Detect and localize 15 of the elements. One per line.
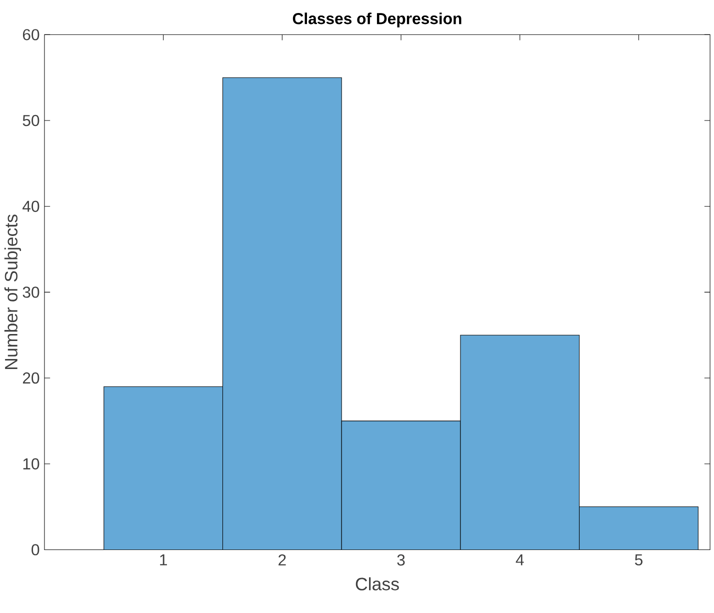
x-tick-label: 2 <box>278 554 286 566</box>
y-tick-label: 20 <box>22 372 40 384</box>
y-tick-label: 50 <box>22 114 40 126</box>
x-tick-label: 1 <box>160 554 167 566</box>
y-tick-label: 0 <box>32 544 40 556</box>
y-tick-label: 60 <box>22 29 40 40</box>
x-tick-label: 4 <box>516 554 524 566</box>
y-tick-label: 10 <box>23 458 40 470</box>
y-axis-title: Number of Subjects <box>4 214 22 369</box>
y-tick-label: 40 <box>22 200 40 212</box>
x-tick-label: 3 <box>397 554 405 566</box>
y-tick-label: 30 <box>22 286 40 298</box>
x-tick-label: 5 <box>634 554 642 566</box>
x-axis-title: Class <box>356 577 399 590</box>
chart-title: Classes of Depression <box>292 12 462 28</box>
